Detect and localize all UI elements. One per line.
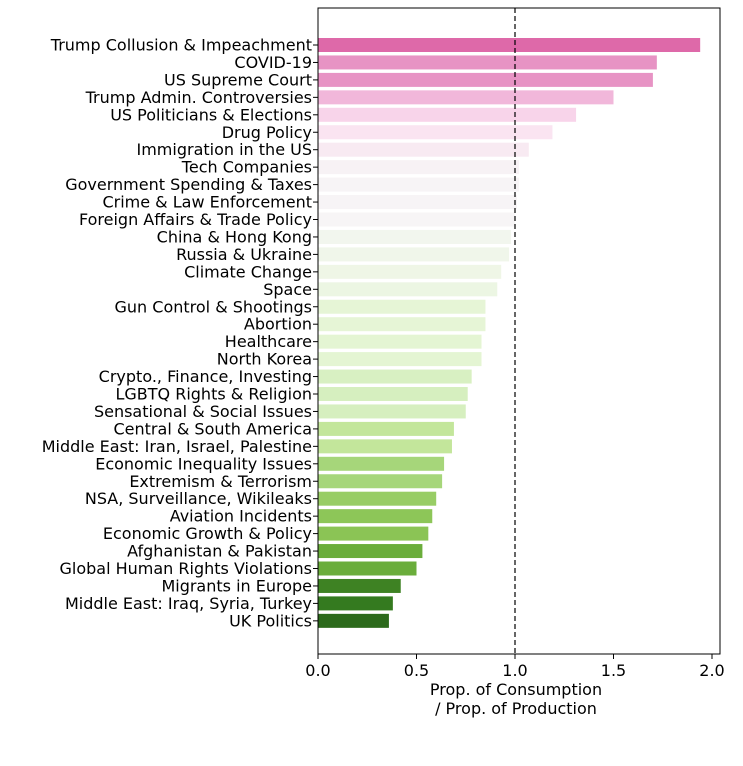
bar-15 [318,299,486,314]
x-tick-label: 0.0 [305,661,330,680]
category-label: Economic Inequality Issues [95,454,312,473]
category-label: Abortion [244,315,312,334]
x-tick-label: 2.0 [699,661,724,680]
bar-18 [318,352,482,367]
bar-19 [318,369,472,384]
x-tick-label: 0.5 [404,661,429,680]
bar-28 [318,526,429,541]
category-label: Global Human Rights Violations [59,559,312,578]
category-labels: Trump Collusion & ImpeachmentCOVID-19US … [42,36,318,630]
x-axis-ticks: 0.0 0.5 1.0 1.5 2.0 [305,654,725,680]
bar-10 [318,212,515,227]
bar-0 [318,38,701,52]
category-label: Russia & Ukraine [176,245,312,264]
bar-31 [318,578,401,593]
bar-32 [318,596,393,611]
category-label: Drug Policy [222,123,312,142]
category-label: Healthcare [225,332,312,351]
category-label: Trump Admin. Controversies [85,88,312,107]
category-label: US Supreme Court [164,70,312,89]
category-label: Tech Companies [181,158,312,177]
bar-33 [318,613,389,628]
category-label: UK Politics [229,611,312,630]
bar-21 [318,404,466,419]
bar-23 [318,439,452,454]
x-axis-label-line2: / Prop. of Production [435,699,597,718]
x-tick-label: 1.5 [601,661,626,680]
category-label: Extremism & Terrorism [129,472,312,491]
category-label: Central & South America [114,419,313,438]
category-label: North Korea [217,350,312,369]
category-label: Aviation Incidents [170,507,312,526]
bar-1 [318,55,657,70]
bar-4 [318,107,577,122]
bar-27 [318,509,433,524]
category-label: LGBTQ Rights & Religion [115,385,312,404]
category-label: Economic Growth & Policy [103,524,312,543]
bar-7 [318,160,519,175]
category-label: Crime & Law Enforcement [102,193,312,212]
bar-2 [318,72,653,87]
category-label: Immigration in the US [137,140,313,159]
category-label: Gun Control & Shootings [115,297,312,316]
plot-frame [317,7,721,655]
bar-14 [318,282,498,297]
bar-8 [318,177,519,192]
bar-17 [318,334,482,349]
category-label: COVID-19 [234,53,312,72]
category-label: Foreign Affairs & Trade Policy [79,210,312,229]
bar-9 [318,195,517,210]
bar-26 [318,491,437,506]
bar-13 [318,264,502,279]
category-label: Migrants in Europe [161,576,312,595]
category-label: Trump Collusion & Impeachment [50,36,312,55]
bar-29 [318,544,423,559]
category-label: China & Hong Kong [157,227,312,246]
bar-5 [318,125,553,140]
x-tick-label: 1.0 [502,661,527,680]
bar-30 [318,561,417,576]
bar-16 [318,317,486,332]
bar-25 [318,474,443,489]
category-label: Crypto., Finance, Investing [99,367,312,386]
category-label: Climate Change [184,262,312,281]
category-label: Government Spending & Taxes [65,175,312,194]
x-axis-label-line1: Prop. of Consumption [430,680,602,699]
category-label: Afghanistan & Pakistan [127,542,312,561]
category-label: Sensational & Social Issues [94,402,312,421]
bar-24 [318,456,445,471]
bar-3 [318,90,614,105]
category-label: NSA, Surveillance, Wikileaks [85,489,312,508]
category-label: Middle East: Iraq, Syria, Turkey [65,594,312,613]
bar-20 [318,387,468,401]
bars [318,38,701,628]
bar-22 [318,421,454,436]
bar-11 [318,229,512,244]
bar-12 [318,247,510,262]
category-label: Middle East: Iran, Israel, Palestine [42,437,312,456]
category-label: US Politicians & Elections [110,105,312,124]
category-label: Space [263,280,312,299]
bar-6 [318,142,529,157]
